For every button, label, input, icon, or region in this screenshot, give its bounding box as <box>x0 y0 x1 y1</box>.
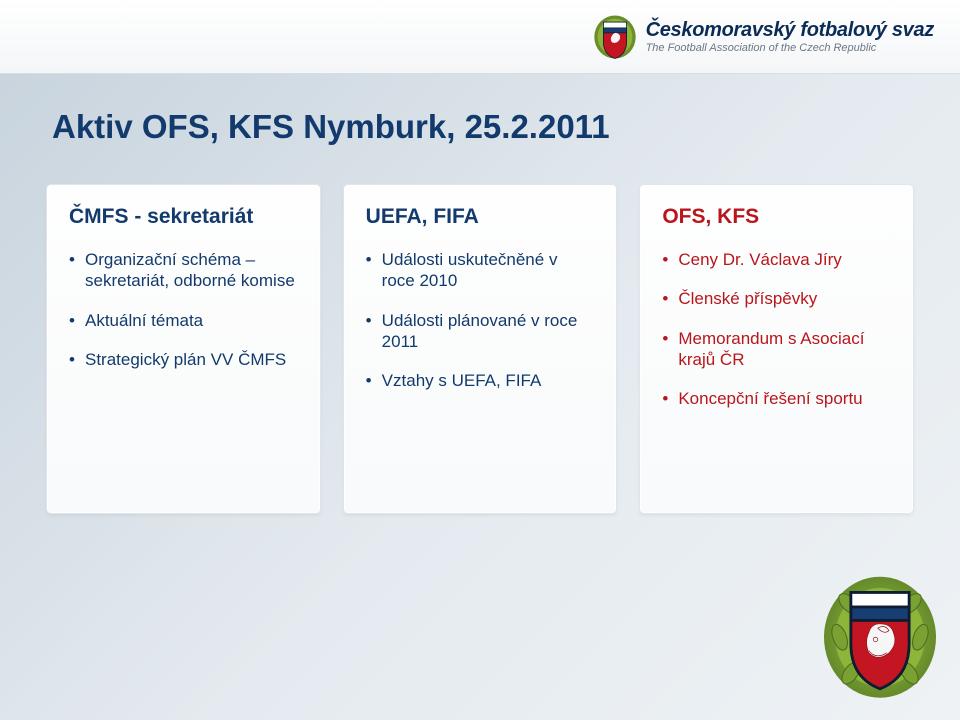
card-uefa-fifa: UEFA, FIFA Události uskutečněné v roce 2… <box>343 184 618 514</box>
card-list: Události uskutečněné v roce 2010 Událost… <box>366 249 595 391</box>
list-item: Koncepční řešení sportu <box>662 388 891 409</box>
federation-subtitle: The Football Association of the Czech Re… <box>646 42 934 54</box>
list-item: Memorandum s Asociací krajů ČR <box>662 328 891 371</box>
card-list: Ceny Dr. Václava Jíry Členské příspěvky … <box>662 249 891 409</box>
crest-large-icon <box>824 570 936 700</box>
card-heading: OFS, KFS <box>662 205 891 229</box>
federation-name: Českomoravský fotbalový svaz <box>646 19 934 42</box>
list-item: Ceny Dr. Václava Jíry <box>662 249 891 270</box>
list-item: Události plánované v roce 2011 <box>366 310 595 353</box>
columns-row: ČMFS - sekretariát Organizační schéma – … <box>46 184 914 514</box>
card-ofs-kfs: OFS, KFS Ceny Dr. Václava Jíry Členské p… <box>639 184 914 514</box>
card-cmfs: ČMFS - sekretariát Organizační schéma – … <box>46 184 321 514</box>
crest-icon <box>594 13 636 61</box>
slide: Českomoravský fotbalový svaz The Footbal… <box>0 0 960 720</box>
slide-title: Aktiv OFS, KFS Nymburk, 25.2.2011 <box>52 108 610 146</box>
list-item: Strategický plán VV ČMFS <box>69 349 298 370</box>
list-item: Aktuální témata <box>69 310 298 331</box>
card-heading: UEFA, FIFA <box>366 205 595 229</box>
federation-logo-block: Českomoravský fotbalový svaz The Footbal… <box>594 13 934 61</box>
list-item: Vztahy s UEFA, FIFA <box>366 370 595 391</box>
list-item: Organizační schéma – sekretariát, odborn… <box>69 249 298 292</box>
card-list: Organizační schéma – sekretariát, odborn… <box>69 249 298 370</box>
header-bar: Českomoravský fotbalový svaz The Footbal… <box>0 0 960 74</box>
federation-text: Českomoravský fotbalový svaz The Footbal… <box>646 19 934 54</box>
card-heading: ČMFS - sekretariát <box>69 205 298 229</box>
list-item: Události uskutečněné v roce 2010 <box>366 249 595 292</box>
list-item: Členské příspěvky <box>662 288 891 309</box>
